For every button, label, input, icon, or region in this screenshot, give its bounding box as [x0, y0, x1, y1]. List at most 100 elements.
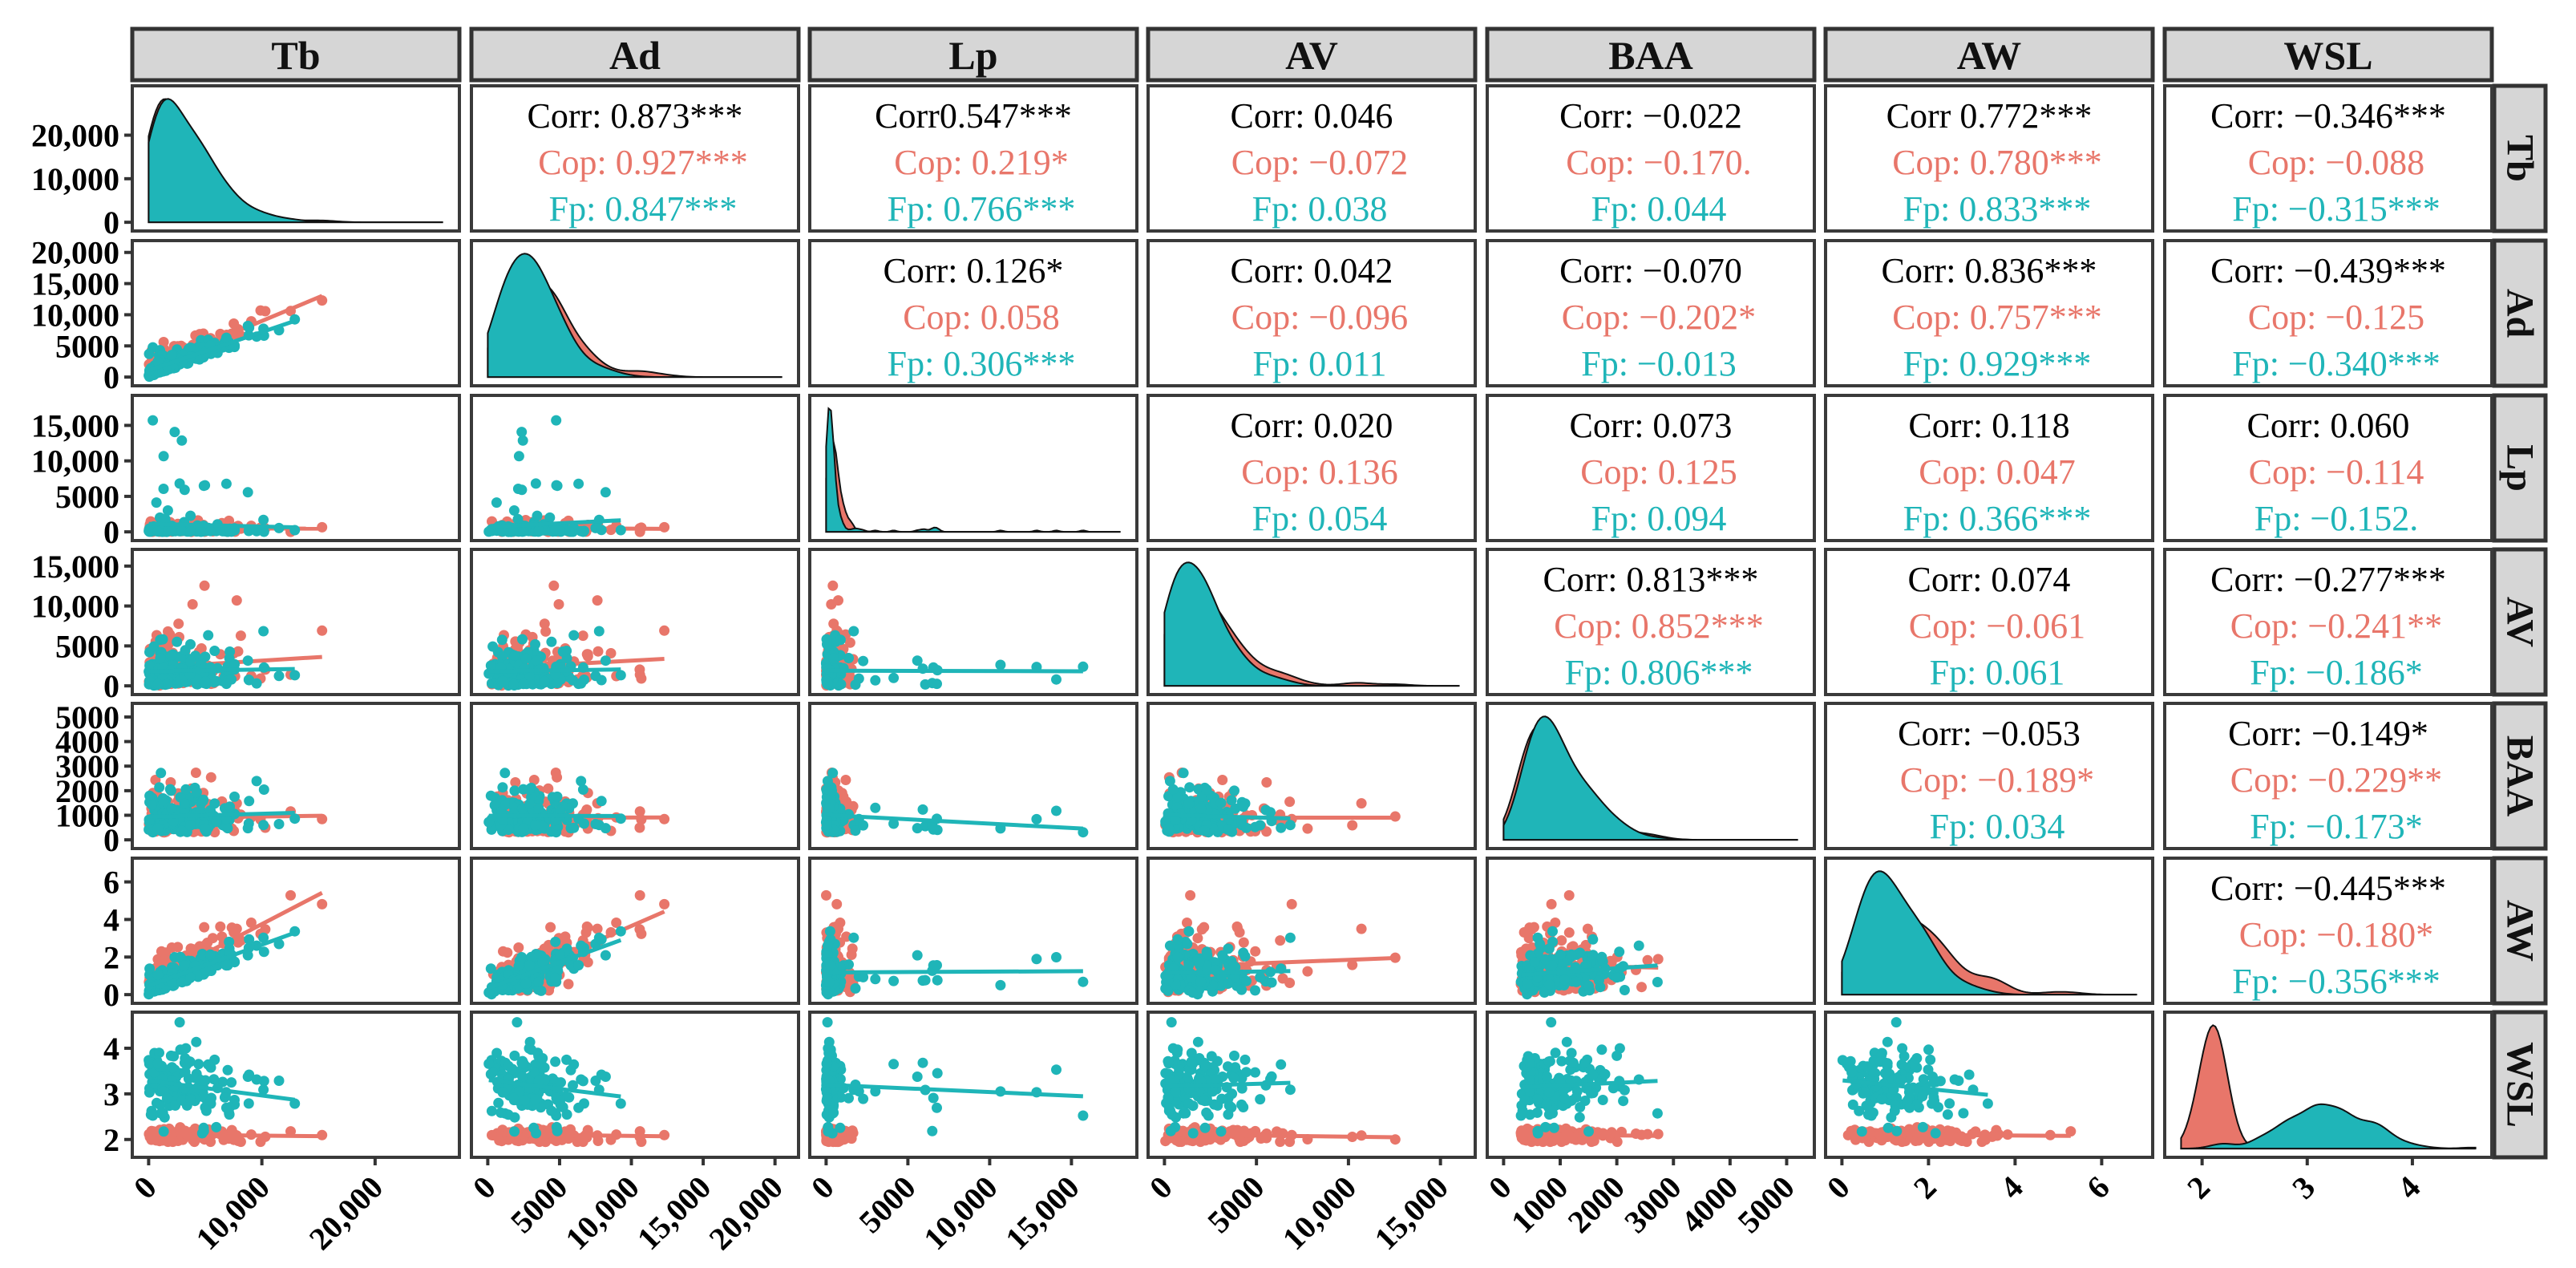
- point-fp: [518, 823, 529, 834]
- point-fp: [220, 1102, 232, 1113]
- point-fp: [242, 823, 253, 834]
- trendline-fp: [826, 668, 1083, 674]
- corr-overall-label: Corr: 0.118: [1908, 406, 2069, 445]
- point-fp: [822, 776, 833, 787]
- point-fp: [200, 676, 211, 687]
- point-fp: [912, 950, 923, 961]
- point-cop: [844, 637, 855, 648]
- point-fp: [1164, 776, 1175, 787]
- point-fp: [203, 630, 214, 641]
- point-fp: [870, 675, 881, 686]
- point-cop: [540, 626, 552, 637]
- point-fp: [152, 970, 164, 980]
- point-fp: [524, 960, 536, 970]
- panel-ad-ad: [470, 239, 800, 387]
- corr-fp-label: Fp: −0.315***: [2232, 189, 2441, 229]
- point-cop: [1192, 933, 1203, 944]
- point-fp: [289, 813, 301, 824]
- point-fp: [200, 1105, 212, 1116]
- point-cop: [592, 595, 603, 606]
- panel-frame: [808, 84, 1138, 233]
- column-header-label: Ad: [609, 33, 661, 78]
- point-cop: [199, 922, 210, 933]
- point-fp: [166, 525, 177, 536]
- panel-frame: [1824, 239, 2154, 387]
- point-fp: [251, 776, 262, 787]
- point-fp: [615, 926, 626, 937]
- point-fp: [1031, 954, 1042, 965]
- point-fp: [995, 979, 1006, 990]
- point-fp: [508, 679, 520, 690]
- point-fp: [1547, 926, 1558, 937]
- point-fp: [848, 932, 859, 943]
- point-fp: [858, 820, 869, 831]
- point-fp: [162, 505, 173, 516]
- point-fp: [160, 513, 171, 525]
- point-fp: [824, 803, 835, 814]
- point-fp: [539, 676, 550, 687]
- point-fp: [1217, 950, 1228, 961]
- point-fp: [184, 342, 196, 354]
- point-fp: [180, 1067, 191, 1078]
- corr-cop-label: Cop: 0.047: [1919, 452, 2076, 492]
- trendline-fp: [826, 969, 1083, 974]
- panel-wsl-ad: [470, 1011, 800, 1159]
- point-fp: [1051, 674, 1062, 685]
- point-fp: [197, 796, 208, 807]
- density-fp: [487, 253, 783, 379]
- point-fp: [1543, 943, 1555, 954]
- corr-fp-label: Fp: 0.306***: [888, 344, 1076, 383]
- point-fp: [198, 1125, 209, 1136]
- corr-cop-label: Cop: 0.136: [1241, 452, 1398, 492]
- point-fp: [146, 799, 157, 810]
- panel-ad-aw: Corr: 0.836***Cop: 0.757***Fp: 0.929***: [1824, 239, 2154, 387]
- panel-frame: [1486, 239, 1816, 387]
- point-fp: [824, 976, 835, 987]
- point-fp: [157, 1107, 168, 1118]
- corr-cop-label: Cop: −0.088: [2248, 143, 2424, 182]
- point-cop: [563, 978, 574, 990]
- point-fp: [509, 650, 520, 661]
- point-fp: [1547, 960, 1558, 970]
- point-fp: [155, 653, 166, 664]
- panel-frame: [2163, 84, 2493, 233]
- point-fp: [224, 646, 236, 657]
- point-fp: [1164, 940, 1175, 951]
- point-fp: [550, 972, 561, 983]
- point-fp: [1183, 960, 1195, 970]
- point-fp: [152, 356, 164, 367]
- panel-aw-lp: [808, 857, 1138, 1005]
- point-fp: [483, 987, 495, 998]
- point-fp: [485, 790, 496, 801]
- point-fp: [858, 655, 869, 666]
- panel-tb-aw: Corr 0.772***Cop: 0.780***Fp: 0.833***: [1824, 84, 2154, 233]
- point-cop: [545, 922, 556, 933]
- row-strip-label: Ad: [2499, 289, 2542, 338]
- corr-overall-label: Corr: −0.439***: [2210, 251, 2446, 290]
- point-fp: [185, 526, 196, 537]
- row-strip-baa: BAA: [2492, 701, 2548, 851]
- point-cop: [634, 889, 645, 901]
- corr-fp-label: Fp: −0.152.: [2255, 499, 2419, 538]
- point-fp: [1183, 926, 1195, 937]
- point-fp: [850, 679, 861, 691]
- point-fp: [483, 816, 495, 828]
- point-fp: [169, 427, 180, 438]
- point-cop: [215, 921, 226, 932]
- point-fp: [148, 415, 159, 426]
- point-fp: [555, 949, 565, 960]
- column-header-wsl: WSL: [2162, 26, 2494, 83]
- panel-tb-ad: Corr: 0.873***Cop: 0.927***Fp: 0.847***: [470, 84, 800, 233]
- point-cop: [260, 306, 271, 317]
- point-cop: [1250, 946, 1261, 957]
- point-fp: [1187, 987, 1199, 998]
- corr-cop-label: Cop: −0.061: [1909, 606, 2085, 646]
- trendline-fp: [148, 521, 295, 529]
- corr-overall-label: Corr: −0.022: [1559, 96, 1742, 136]
- point-fp: [145, 1109, 156, 1120]
- point-fp: [1215, 797, 1227, 808]
- point-fp: [835, 634, 846, 646]
- point-fp: [932, 679, 942, 690]
